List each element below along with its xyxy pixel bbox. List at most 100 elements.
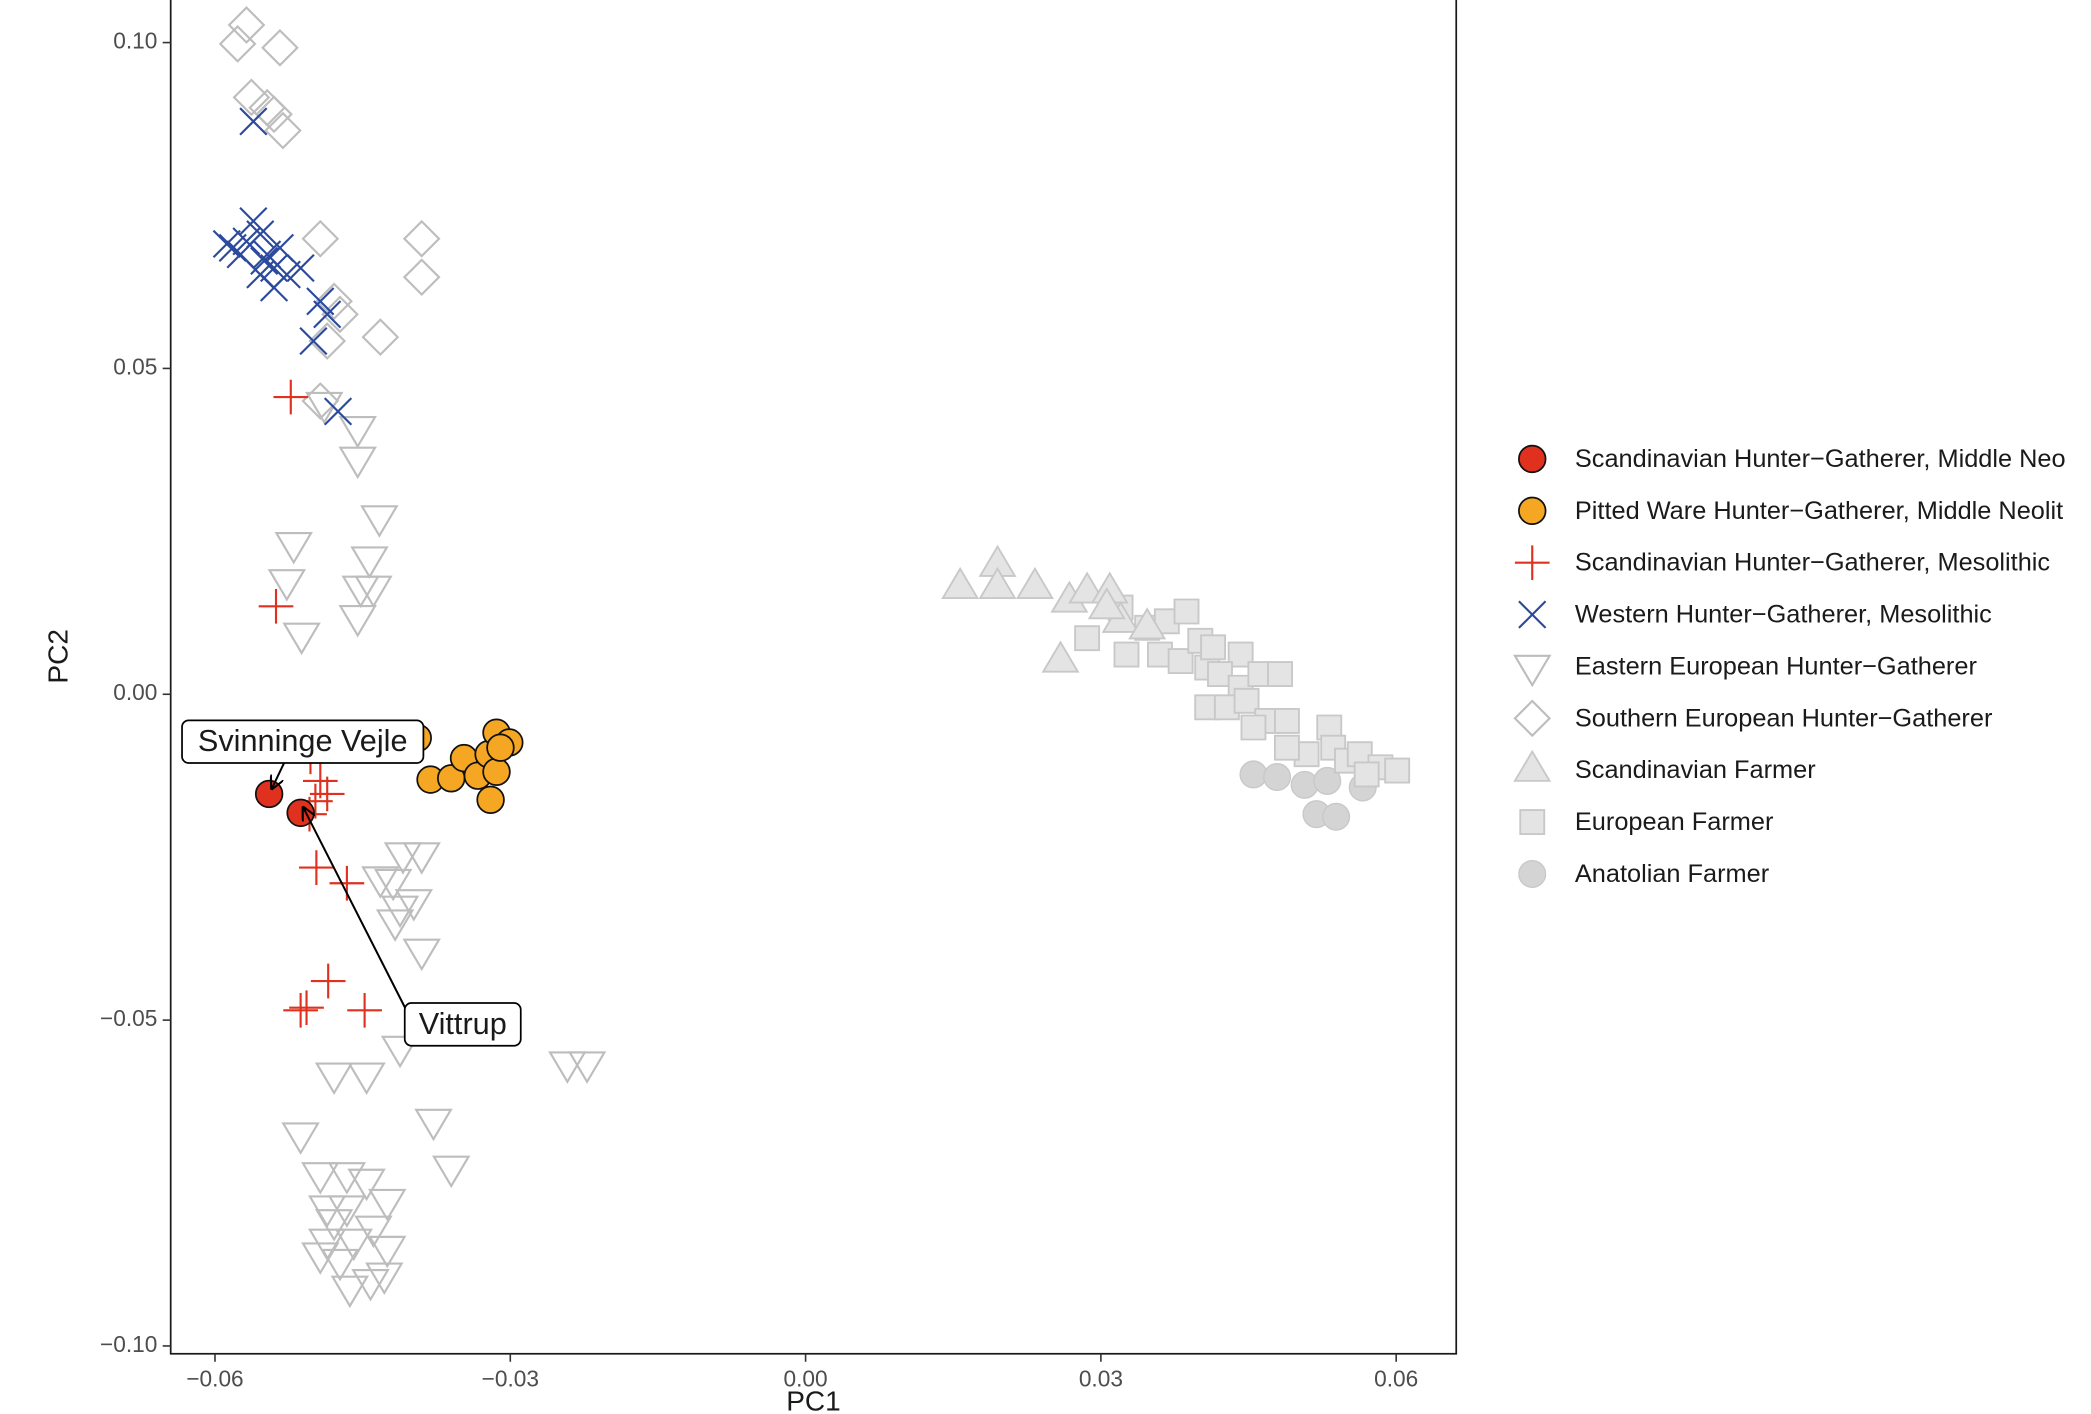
series — [258, 379, 382, 1028]
point — [402, 842, 441, 875]
point — [375, 909, 415, 942]
point — [1015, 566, 1054, 599]
point — [1240, 714, 1267, 741]
x-tick-label: 0.06 — [1374, 1365, 1418, 1391]
point — [548, 1051, 587, 1084]
point — [264, 111, 302, 150]
point — [354, 575, 393, 609]
point — [315, 282, 353, 321]
legend-label: Eastern European Hunter−Gatherer — [1575, 652, 1978, 680]
point — [212, 229, 241, 259]
point — [1273, 708, 1300, 734]
point — [338, 446, 377, 480]
point — [218, 25, 257, 63]
legend-label: Western Hunter−Gatherer, Mesolithic — [1575, 601, 1992, 629]
point — [301, 1162, 340, 1195]
point — [310, 963, 346, 999]
point — [1113, 641, 1140, 668]
legend-label: Scandinavian Hunter−Gatherer, Middle Neo — [1575, 445, 2066, 473]
legend-label: Southern European Hunter−Gatherer — [1575, 704, 1993, 732]
point — [373, 868, 413, 902]
point — [305, 391, 344, 425]
point — [281, 1122, 320, 1155]
plot-frame — [169, 0, 1458, 1355]
point — [313, 300, 342, 329]
point — [320, 1248, 360, 1282]
legend-marker — [1518, 444, 1547, 474]
point — [402, 219, 441, 258]
point — [261, 28, 299, 67]
annotation: Svinninge Vejle — [198, 724, 408, 758]
point — [314, 1062, 354, 1095]
point — [354, 1215, 393, 1249]
point — [330, 1275, 370, 1309]
annotation-arrow — [272, 762, 285, 789]
point — [323, 397, 353, 426]
point — [273, 379, 309, 415]
y-tick-label: −0.05 — [100, 1005, 157, 1031]
point — [1263, 763, 1292, 792]
point — [1128, 607, 1167, 640]
x-axis-title: PC1 — [786, 1386, 840, 1414]
point — [334, 1228, 373, 1262]
point — [283, 992, 318, 1028]
legend-marker — [1513, 699, 1552, 738]
series — [267, 391, 607, 1309]
point — [414, 1108, 453, 1142]
point — [1239, 760, 1268, 789]
legend-marker — [1513, 654, 1552, 688]
x-tick-label: 0.00 — [784, 1365, 828, 1391]
annotation-box — [403, 1002, 522, 1047]
y-tick-label: 0.00 — [113, 679, 157, 705]
point — [299, 850, 334, 885]
point — [226, 240, 255, 269]
point — [1267, 661, 1293, 687]
annotation-box — [181, 719, 425, 764]
point — [402, 258, 441, 297]
point — [232, 78, 271, 117]
point — [289, 990, 324, 1026]
point — [941, 566, 980, 599]
point — [327, 1162, 367, 1195]
point — [306, 287, 335, 316]
point — [1273, 734, 1300, 761]
point — [476, 785, 505, 815]
point — [338, 415, 377, 449]
point — [394, 889, 434, 922]
legend-label: Pitted Ware Hunter−Gatherer, Middle Neol… — [1575, 497, 2063, 525]
point — [254, 779, 284, 809]
point — [1087, 587, 1126, 620]
point — [258, 588, 294, 624]
point — [365, 1262, 404, 1296]
point — [1313, 766, 1342, 795]
point — [1213, 694, 1240, 721]
point — [432, 1155, 471, 1189]
annotation-arrow — [303, 808, 407, 1009]
point — [978, 566, 1017, 599]
point — [350, 546, 389, 579]
point — [360, 505, 399, 538]
point — [286, 253, 315, 283]
legend-label: Anatolian Farmer — [1575, 860, 1770, 888]
point — [347, 1168, 386, 1202]
legend-label: Scandinavian Hunter−Gatherer, Mesolithic — [1575, 549, 2050, 577]
point — [1200, 634, 1227, 661]
point — [383, 842, 423, 875]
point — [239, 107, 268, 136]
point — [567, 1051, 607, 1084]
point — [274, 531, 313, 565]
point — [338, 604, 377, 638]
point — [259, 273, 289, 302]
point — [1041, 640, 1080, 673]
point — [302, 763, 338, 799]
point — [267, 569, 307, 602]
point — [255, 95, 293, 134]
point — [380, 1035, 420, 1069]
series — [1239, 760, 1377, 831]
point — [301, 219, 340, 258]
point — [361, 318, 400, 356]
x-tick-label: −0.06 — [186, 1365, 243, 1391]
point — [1353, 761, 1380, 788]
annotation: Vittrup — [419, 1007, 507, 1041]
